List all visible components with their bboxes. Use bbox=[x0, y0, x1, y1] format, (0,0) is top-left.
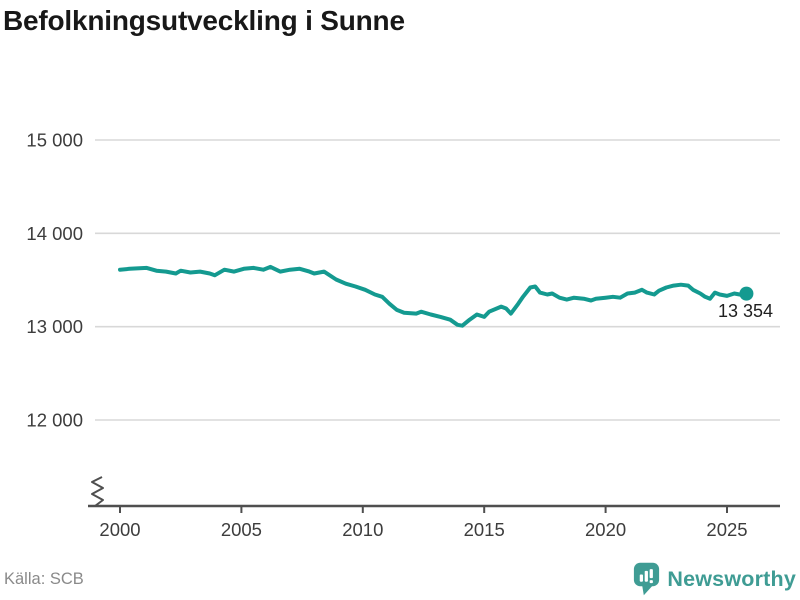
x-tick-label-2005: 2005 bbox=[221, 519, 262, 540]
x-tick-label-2025: 2025 bbox=[706, 519, 747, 540]
newsworthy-pin-chart-icon bbox=[634, 562, 660, 596]
y-tick-label-14000: 14 000 bbox=[26, 223, 83, 244]
x-tick-label-2015: 2015 bbox=[464, 519, 505, 540]
x-tick-label-2000: 2000 bbox=[99, 519, 140, 540]
x-tick-label-2010: 2010 bbox=[342, 519, 383, 540]
newsworthy-logo: Newsworthy bbox=[633, 561, 796, 597]
y-tick-label-12000: 12 000 bbox=[26, 409, 83, 430]
y-tick-label-15000: 15 000 bbox=[26, 130, 83, 151]
y-tick-label-13000: 13 000 bbox=[26, 316, 83, 337]
endpoint-value-label: 13 354 bbox=[718, 301, 773, 321]
chart-footer: Källa: SCB Newsworthy bbox=[0, 558, 800, 600]
endpoint-marker bbox=[739, 286, 754, 301]
source-note: Källa: SCB bbox=[4, 569, 84, 588]
chart-title: Befolkningsutveckling i Sunne bbox=[3, 5, 405, 36]
newsworthy-wordmark: Newsworthy bbox=[667, 566, 796, 591]
population-series-line bbox=[118, 264, 749, 328]
x-tick-label-2020: 2020 bbox=[585, 519, 626, 540]
axis-break-icon bbox=[91, 476, 104, 507]
